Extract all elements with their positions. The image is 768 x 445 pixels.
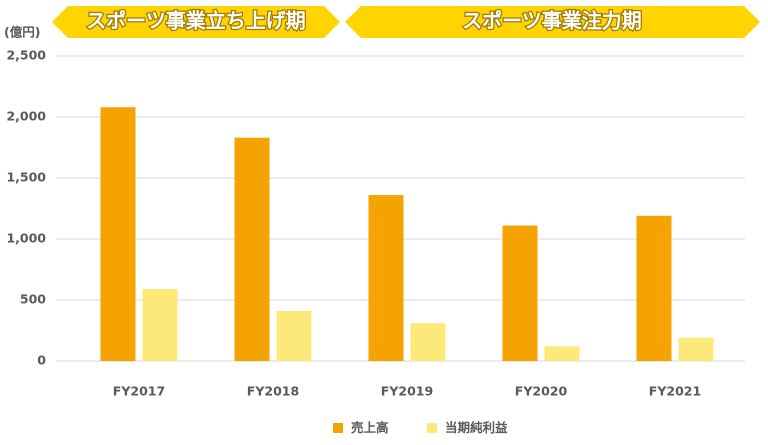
bar <box>276 310 312 361</box>
bar <box>368 195 404 361</box>
banner-arrow <box>52 6 340 38</box>
y-tick-label: 1,500 <box>6 170 46 185</box>
x-tick-label: FY2017 <box>113 384 165 399</box>
bar <box>544 346 580 361</box>
bar <box>100 107 136 362</box>
bar <box>678 337 714 361</box>
y-tick-label: 2,500 <box>6 48 46 63</box>
y-axis-label: (億円) <box>4 25 40 40</box>
x-tick-label: FY2018 <box>247 384 299 399</box>
bar <box>410 323 446 361</box>
banner-arrow <box>345 6 760 38</box>
y-tick-label: 500 <box>20 292 46 307</box>
banner-text: スポーツ事業注力期 <box>462 9 642 33</box>
bar <box>142 289 178 361</box>
x-tick-label: FY2020 <box>515 384 568 399</box>
legend-swatch <box>427 423 437 433</box>
x-tick-label: FY2021 <box>649 384 701 399</box>
banner-text: スポーツ事業立ち上げ期 <box>86 9 306 33</box>
legend-label: 当期純利益 <box>445 420 508 435</box>
y-tick-label: 1,000 <box>6 231 46 246</box>
legend-swatch <box>333 423 343 433</box>
bar <box>636 215 672 361</box>
legend-label: 売上高 <box>351 420 389 435</box>
y-tick-label: 2,000 <box>6 109 46 124</box>
y-tick-label: 0 <box>37 353 46 368</box>
bar <box>502 225 538 361</box>
bar <box>234 137 270 361</box>
x-tick-label: FY2019 <box>381 384 433 399</box>
